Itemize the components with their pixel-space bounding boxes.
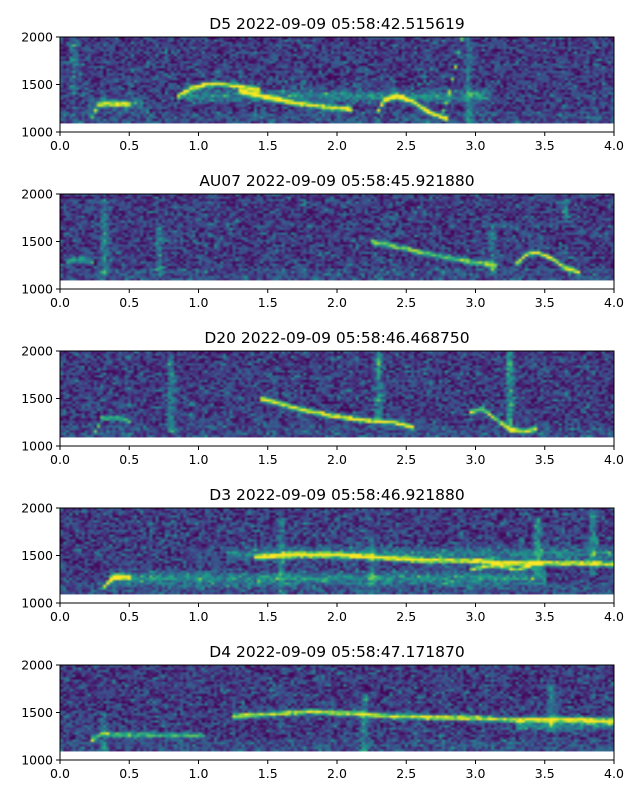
x-tick-label: 1.0: [189, 452, 209, 467]
panel-title: D4 2022-09-09 05:58:47.171870: [209, 643, 464, 661]
panel-title: D20 2022-09-09 05:58:46.468750: [204, 329, 469, 347]
spectrogram-image: [60, 665, 614, 752]
x-tick-label: 3.0: [466, 295, 486, 310]
x-tick-label: 2.0: [327, 609, 347, 624]
spectrogram-panel-4: D3 2022-09-09 05:58:46.921880 0.0 0.5 1.0 1.…: [21, 486, 624, 624]
spectrogram-panel-1: D5 2022-09-09 05:58:42.515619 0.0 0.5 1.0 1.…: [21, 15, 624, 153]
x-tick-label: 3.0: [466, 609, 486, 624]
y-tick-label: 1000: [21, 125, 53, 140]
y-tick-label: 1500: [21, 705, 53, 720]
x-tick-label: 4.0: [604, 452, 624, 467]
y-tick-label: 2000: [21, 658, 53, 673]
spectrogram-panel-2: AU07 2022-09-09 05:58:45.921880 0.0 0.5 1.0…: [21, 172, 624, 310]
y-tick-label: 1500: [21, 391, 53, 406]
y-tick-label: 2000: [21, 344, 53, 359]
x-tick-label: 3.5: [535, 295, 555, 310]
x-tick-label: 2.5: [396, 766, 416, 781]
x-tick-label: 3.5: [535, 138, 555, 153]
x-tick-label: 2.5: [396, 609, 416, 624]
x-tick-label: 0.5: [119, 609, 139, 624]
x-tick-label: 0.5: [119, 295, 139, 310]
x-tick-label: 0.0: [50, 609, 70, 624]
x-tick-label: 0.0: [50, 138, 70, 153]
y-tick-label: 1500: [21, 548, 53, 563]
y-tick-label: 2000: [21, 187, 53, 202]
x-tick-label: 3.0: [466, 452, 486, 467]
y-tick-label: 2000: [21, 30, 53, 45]
x-tick-label: 0.5: [119, 452, 139, 467]
x-tick-label: 2.0: [327, 138, 347, 153]
spectrogram-panel-5: D4 2022-09-09 05:58:47.171870 0.0 0.5 1.0 1.…: [21, 643, 624, 781]
x-tick-label: 0.0: [50, 766, 70, 781]
y-tick-label: 1000: [21, 596, 53, 611]
spectrogram-image: [60, 351, 614, 438]
panel-title: D3 2022-09-09 05:58:46.921880: [209, 486, 464, 504]
x-tick-label: 0.5: [119, 138, 139, 153]
panel-title: D5 2022-09-09 05:58:42.515619: [209, 15, 464, 33]
x-tick-label: 4.0: [604, 138, 624, 153]
y-tick-label: 1000: [21, 282, 53, 297]
panel-title: AU07 2022-09-09 05:58:45.921880: [199, 172, 474, 190]
x-tick-label: 1.0: [189, 766, 209, 781]
x-tick-label: 2.0: [327, 766, 347, 781]
x-tick-label: 1.5: [258, 452, 278, 467]
y-tick-label: 1500: [21, 234, 53, 249]
x-tick-label: 0.0: [50, 452, 70, 467]
x-tick-label: 3.0: [466, 766, 486, 781]
x-tick-label: 2.5: [396, 295, 416, 310]
x-tick-label: 0.0: [50, 295, 70, 310]
spectrogram-panel-3: D20 2022-09-09 05:58:46.468750 0.0 0.5 1.0 1…: [21, 329, 624, 467]
spectrogram-image: [60, 37, 614, 124]
x-tick-label: 3.5: [535, 766, 555, 781]
x-tick-label: 3.5: [535, 609, 555, 624]
x-tick-label: 1.5: [258, 766, 278, 781]
spectrogram-image: [60, 508, 614, 595]
x-tick-label: 4.0: [604, 609, 624, 624]
y-tick-label: 1000: [21, 753, 53, 768]
x-tick-label: 1.0: [189, 138, 209, 153]
x-tick-label: 1.0: [189, 609, 209, 624]
x-tick-label: 3.5: [535, 452, 555, 467]
x-tick-label: 1.5: [258, 295, 278, 310]
x-tick-label: 1.5: [258, 609, 278, 624]
y-tick-label: 2000: [21, 501, 53, 516]
x-tick-label: 2.5: [396, 138, 416, 153]
y-tick-label: 1000: [21, 439, 53, 454]
x-tick-label: 2.0: [327, 295, 347, 310]
x-tick-label: 0.5: [119, 766, 139, 781]
x-tick-label: 2.0: [327, 452, 347, 467]
y-tick-label: 1500: [21, 77, 53, 92]
x-tick-label: 1.5: [258, 138, 278, 153]
x-tick-label: 3.0: [466, 138, 486, 153]
x-tick-label: 2.5: [396, 452, 416, 467]
x-tick-label: 1.0: [189, 295, 209, 310]
x-tick-label: 4.0: [604, 295, 624, 310]
x-tick-label: 4.0: [604, 766, 624, 781]
spectrogram-image: [60, 194, 614, 281]
